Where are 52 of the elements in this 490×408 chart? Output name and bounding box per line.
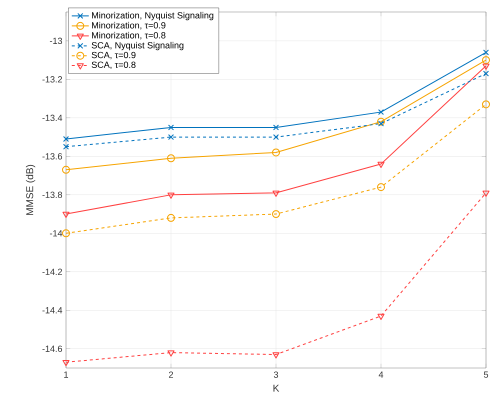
x-tick-label: 2 — [168, 372, 174, 378]
point — [167, 154, 175, 162]
point — [168, 124, 174, 130]
point — [483, 49, 489, 56]
point — [168, 134, 174, 140]
point — [377, 118, 385, 126]
point — [482, 100, 490, 108]
legend-label: SCA, τ=0.9 — [92, 52, 136, 60]
point — [482, 190, 490, 197]
legend-label: Minorization, τ=0.8 — [92, 32, 166, 40]
point — [167, 350, 175, 357]
point — [272, 352, 280, 359]
point — [378, 120, 384, 127]
x-tick-label: 3 — [274, 372, 278, 378]
point — [377, 183, 385, 192]
point — [273, 124, 279, 130]
point — [167, 192, 175, 199]
point — [62, 212, 70, 218]
y-tick-label: -13.4 — [42, 114, 62, 122]
x-tick-label: 5 — [484, 372, 488, 378]
legend-label: Minorization, τ=0.9 — [92, 22, 166, 30]
x-axis-title: K — [273, 384, 280, 392]
point — [272, 148, 280, 156]
point — [482, 56, 490, 64]
x-tick-label: 1 — [64, 372, 68, 378]
point — [378, 109, 384, 116]
point — [273, 134, 279, 140]
point — [272, 190, 280, 197]
point — [62, 360, 70, 366]
y-tick-label: -14.2 — [42, 268, 62, 275]
y-tick-label: -14.6 — [42, 346, 62, 352]
legend-label: SCA, τ=0.8 — [92, 62, 136, 69]
point — [167, 214, 175, 222]
legend-label: SCA, Nyquist Signaling — [92, 42, 184, 50]
point — [272, 210, 280, 218]
point — [63, 144, 69, 150]
x-tick-label: 4 — [378, 372, 384, 378]
point — [62, 166, 70, 174]
point — [63, 136, 69, 142]
point — [482, 64, 490, 70]
y-axis-title: MMSE (dB) — [26, 164, 36, 215]
point — [377, 314, 385, 320]
y-tick-label: -13.8 — [42, 192, 62, 198]
y-tick-label: -13.6 — [42, 153, 62, 160]
legend-label: Minorization, Nyquist Signaling — [92, 12, 214, 20]
point — [62, 229, 70, 238]
y-tick-label: -13.2 — [42, 76, 62, 83]
point — [377, 162, 385, 168]
y-tick-label: -13 — [50, 38, 62, 44]
y-tick-label: -14.4 — [42, 307, 62, 314]
y-tick-label: -14 — [50, 230, 62, 236]
point — [483, 70, 489, 77]
